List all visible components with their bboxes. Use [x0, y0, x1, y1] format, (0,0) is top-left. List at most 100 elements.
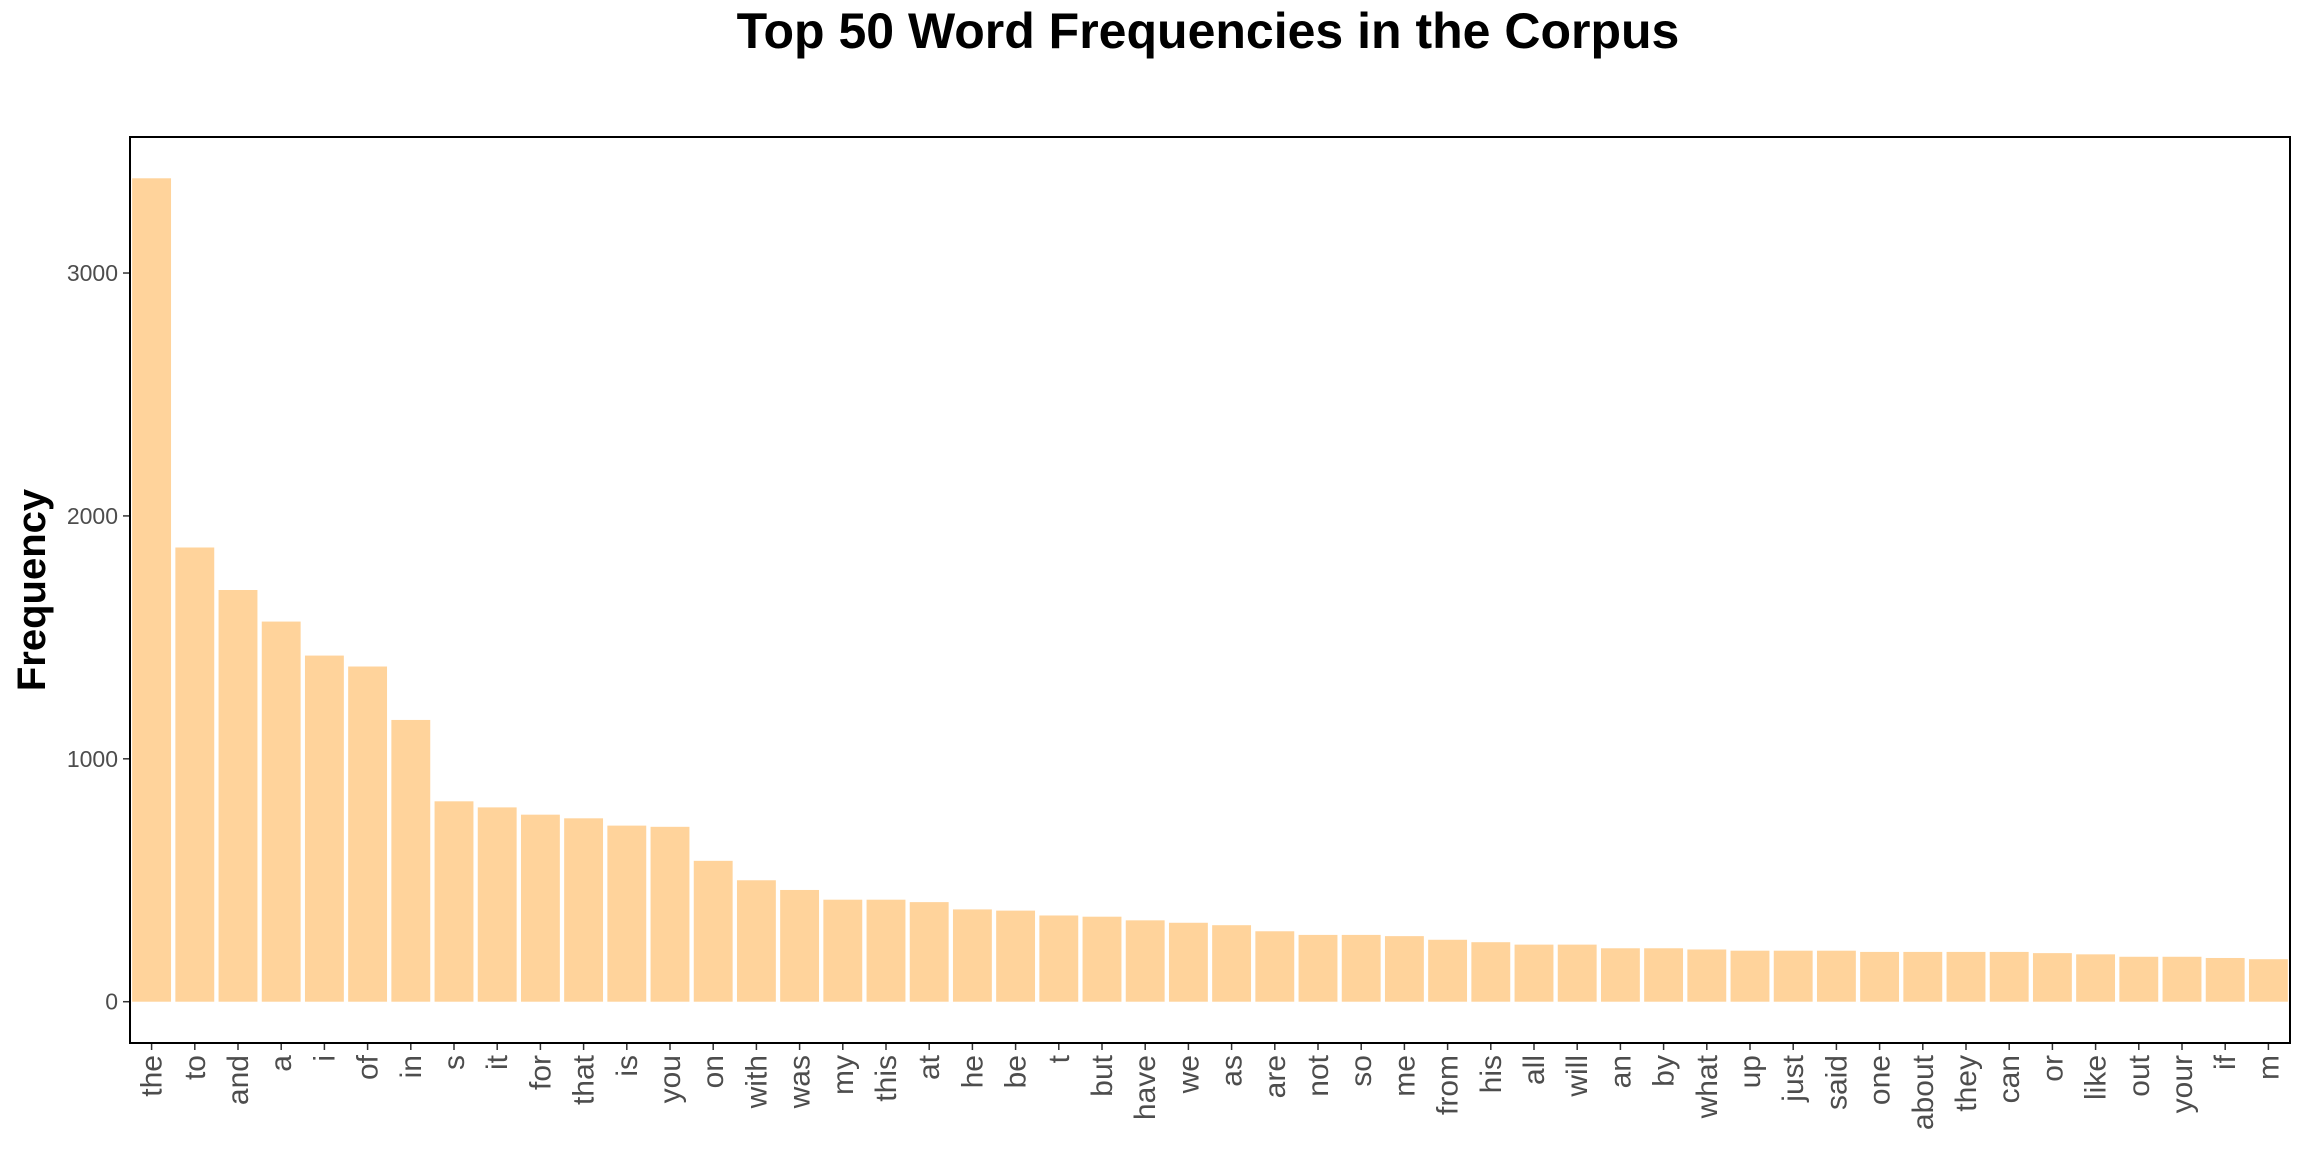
bar-have — [1125, 920, 1165, 1002]
bar-to — [175, 547, 215, 1002]
x-tick-label-they: they — [1950, 1055, 1983, 1112]
bar-for — [520, 814, 560, 1002]
bar-if — [2205, 957, 2245, 1002]
bar-so — [1341, 934, 1381, 1002]
y-tick-label-3000: 3000 — [67, 260, 118, 286]
x-tick-label-me: me — [1388, 1055, 1421, 1097]
x-axis-ticks: the to and a i of in s it for that is you on with was my… — [136, 1043, 2285, 1130]
bar-at — [909, 902, 949, 1002]
bar-you — [650, 826, 690, 1002]
x-tick-label-for: for — [524, 1055, 557, 1090]
x-tick-label-from: from — [1432, 1055, 1465, 1115]
bar-like — [2076, 954, 2116, 1002]
x-tick-label-i: i — [308, 1055, 341, 1062]
bars-group — [132, 178, 2288, 1002]
bar-just — [1773, 950, 1813, 1002]
bar-this — [866, 899, 906, 1002]
x-tick-label-or: or — [2036, 1055, 2069, 1082]
bar-will — [1557, 944, 1597, 1002]
chart-title: Top 50 Word Frequencies in the Corpus — [737, 3, 1680, 59]
bar-with — [736, 880, 776, 1002]
bar-from — [1428, 939, 1468, 1002]
bar-he — [952, 909, 992, 1002]
y-axis-ticks: 0 1000 2000 3000 — [67, 260, 130, 1015]
x-tick-label-in: in — [395, 1055, 428, 1078]
bar-all — [1514, 944, 1554, 1002]
x-tick-label-we: we — [1172, 1055, 1205, 1094]
bar-as — [1212, 925, 1252, 1002]
bar-be — [996, 910, 1036, 1002]
x-tick-label-the: the — [136, 1055, 169, 1097]
x-tick-label-with: with — [740, 1055, 773, 1109]
x-tick-label-and: and — [222, 1055, 255, 1105]
bar-what — [1687, 949, 1727, 1002]
bar-was — [780, 889, 820, 1002]
x-tick-label-will: will — [1561, 1055, 1594, 1098]
x-tick-label-you: you — [654, 1055, 687, 1103]
x-tick-label-by: by — [1648, 1055, 1681, 1087]
bar-can — [1989, 951, 2029, 1002]
x-tick-label-he: he — [956, 1055, 989, 1088]
x-tick-label-at: at — [913, 1054, 946, 1080]
bar-not — [1298, 934, 1338, 1002]
x-tick-label-of: of — [352, 1054, 385, 1080]
bar-t — [1039, 915, 1079, 1002]
y-tick-label-2000: 2000 — [67, 503, 118, 529]
x-tick-label-all: all — [1518, 1055, 1551, 1085]
x-tick-label-what: what — [1691, 1054, 1724, 1119]
bar-one — [1860, 951, 1900, 1002]
bar-that — [564, 818, 604, 1002]
x-tick-label-is: is — [611, 1055, 644, 1077]
x-tick-label-up: up — [1734, 1055, 1767, 1088]
bar-an — [1600, 948, 1640, 1002]
x-tick-label-out: out — [2123, 1054, 2156, 1096]
x-tick-label-like: like — [2080, 1055, 2113, 1100]
x-tick-label-not: not — [1302, 1054, 1335, 1096]
x-tick-label-if: if — [2209, 1054, 2242, 1070]
bar-said — [1816, 950, 1856, 1002]
bar-my — [823, 899, 863, 1002]
bar-they — [1946, 951, 1986, 1002]
plot-panel-border — [129, 136, 2291, 1044]
x-tick-label-your: your — [2166, 1055, 2199, 1113]
x-tick-label-that: that — [568, 1054, 601, 1105]
x-tick-label-it: it — [481, 1054, 514, 1070]
x-tick-label-said: said — [1820, 1055, 1853, 1110]
x-tick-label-one: one — [1864, 1055, 1897, 1105]
bar-by — [1644, 948, 1684, 1002]
x-tick-label-an: an — [1604, 1055, 1637, 1088]
bar-about — [1903, 951, 1943, 1002]
bar-it — [477, 807, 517, 1002]
x-tick-label-so: so — [1345, 1055, 1378, 1087]
y-axis-label: Frequency — [10, 488, 54, 691]
bar-his — [1471, 942, 1511, 1002]
bar-on — [693, 860, 733, 1002]
y-tick-label-1000: 1000 — [67, 746, 118, 772]
x-tick-label-s: s — [438, 1055, 471, 1070]
x-tick-label-to: to — [179, 1055, 212, 1080]
bar-of — [348, 666, 388, 1002]
bar-i — [304, 655, 344, 1002]
bar-your — [2162, 956, 2202, 1002]
bar-but — [1082, 916, 1122, 1002]
bar-or — [2032, 953, 2072, 1002]
x-tick-label-are: are — [1259, 1055, 1292, 1098]
x-tick-label-on: on — [697, 1055, 730, 1088]
bar-the — [132, 178, 172, 1002]
bar-me — [1384, 936, 1424, 1002]
x-tick-label-his: his — [1475, 1055, 1508, 1093]
x-tick-label-this: this — [870, 1055, 903, 1102]
bar-is — [607, 825, 647, 1002]
bar-s — [434, 801, 474, 1002]
bar-we — [1168, 922, 1208, 1002]
x-tick-label-be: be — [1000, 1055, 1033, 1088]
x-tick-label-but: but — [1086, 1054, 1119, 1096]
y-tick-label-0: 0 — [105, 989, 118, 1015]
bar-a — [261, 621, 301, 1002]
x-tick-label-my: my — [827, 1055, 860, 1095]
x-tick-label-m: m — [2252, 1055, 2285, 1080]
x-tick-label-a: a — [265, 1055, 298, 1072]
x-tick-label-can: can — [1993, 1055, 2026, 1103]
bar-and — [218, 590, 258, 1002]
bar-m — [2248, 959, 2288, 1002]
